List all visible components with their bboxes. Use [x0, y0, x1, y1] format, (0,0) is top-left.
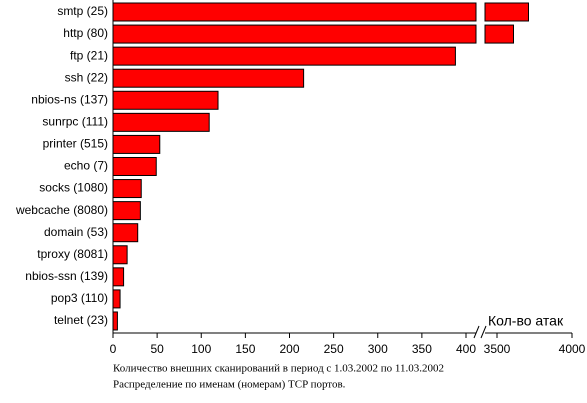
x-tick-label: 4000 — [559, 342, 586, 356]
x-tick-label: 300 — [368, 342, 388, 356]
y-tick-label: ssh (22) — [65, 70, 108, 84]
y-tick-label: nbios-ssn (139) — [25, 269, 108, 283]
y-tick-label: pop3 (110) — [51, 291, 108, 305]
bar — [112, 68, 305, 88]
bar — [112, 179, 142, 199]
bar — [112, 112, 210, 132]
axis-title: Кол-во атак — [488, 313, 564, 329]
caption: Количество внешних сканирований в период… — [113, 363, 444, 375]
x-tick-label: 250 — [324, 342, 344, 356]
y-tick-label: telnet (23) — [54, 313, 108, 327]
bar — [112, 267, 125, 287]
y-tick-label: nbios-ns (137) — [31, 92, 108, 106]
x-tick-label: 350 — [412, 342, 432, 356]
y-tick-label: printer (515) — [43, 137, 108, 151]
bar — [112, 223, 139, 243]
x-tick-label: 400 — [456, 342, 476, 356]
y-tick-label: echo (7) — [64, 159, 108, 173]
bar — [484, 24, 514, 44]
bar — [112, 24, 477, 44]
x-tick-label: 50 — [150, 342, 164, 356]
x-tick-label: 150 — [235, 342, 255, 356]
y-tick-label: socks (1080) — [39, 181, 108, 195]
x-tick-label: 200 — [279, 342, 299, 356]
bar — [484, 2, 529, 22]
bar — [112, 201, 141, 221]
y-tick-label: sunrpc (111) — [42, 115, 108, 129]
bar — [112, 46, 456, 66]
y-tick-label: ftp (21) — [70, 48, 108, 62]
bar — [112, 245, 128, 265]
x-tick-label: 100 — [191, 342, 211, 356]
bar — [112, 311, 118, 331]
y-tick-label: smtp (25) — [57, 4, 108, 18]
bar — [112, 2, 477, 22]
axis-break — [480, 325, 487, 339]
bar — [112, 134, 161, 154]
bar — [112, 90, 219, 110]
y-tick-label: tproxy (8081) — [37, 247, 108, 261]
y-tick-label: domain (53) — [44, 225, 108, 239]
y-tick-label: http (80) — [63, 26, 108, 40]
caption: Распределение по именам (номерам) TCP по… — [113, 379, 346, 391]
axis-break — [473, 325, 480, 339]
bar — [112, 156, 157, 176]
y-tick-label: webcache (8080) — [15, 203, 108, 217]
x-tick-label: 3500 — [484, 342, 511, 356]
x-tick-label: 0 — [110, 342, 117, 356]
bar — [112, 289, 121, 309]
